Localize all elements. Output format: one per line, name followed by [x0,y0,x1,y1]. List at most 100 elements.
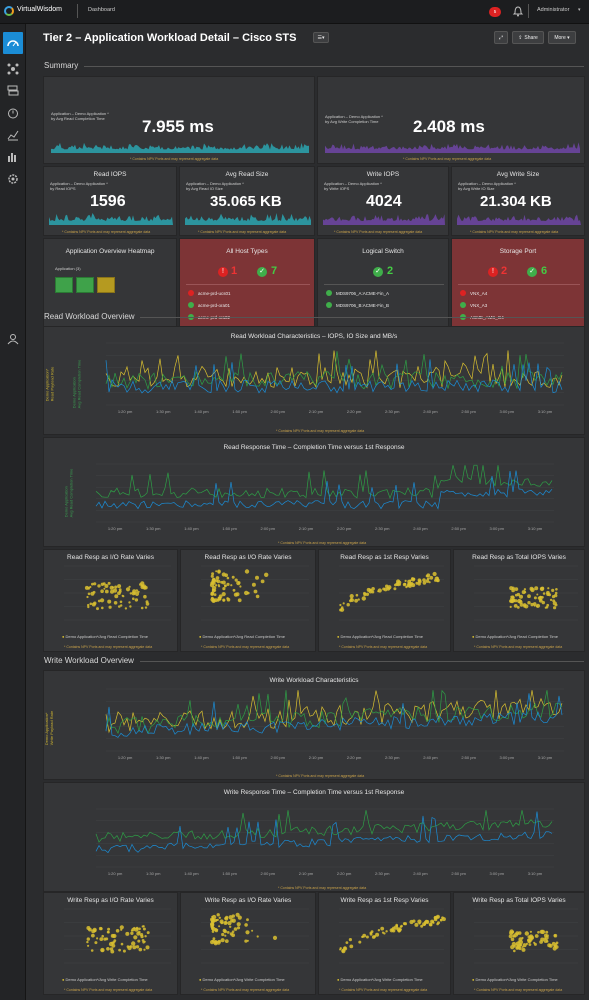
scatter-point [385,930,388,933]
scatter-point [554,943,558,946]
legend-label: Demo Application*/Avg Read Completion Ti… [202,634,285,639]
alarm-icon[interactable] [4,104,22,122]
scatter-point [220,921,224,925]
user-menu[interactable]: Administrator [537,7,570,13]
scatter-point [540,929,546,935]
scatter-point [264,572,269,577]
heatmap-cell[interactable] [97,277,115,293]
x-tick-label: 2:10 pm [309,409,324,414]
legend-label: Demo Application*/Avg Write Completion T… [340,977,423,982]
chevron-down-icon[interactable]: ▾ [578,7,581,13]
heatmap-cell[interactable] [55,277,73,293]
read-characteristics-chart[interactable]: Read Workload Characteristics – IOPS, IO… [43,326,585,435]
list-item[interactable]: MDS9706_A:ACME-Fin_A [326,290,389,296]
chart-title: Write Resp as 1st Resp Varies [340,897,429,904]
read-iops-tile[interactable]: Read IOPS Application – Demo Application… [43,166,177,236]
scatter-point [429,575,434,580]
scatter-point [361,596,366,601]
scatter-point [349,944,354,949]
legend[interactable]: ● Demo Application*/Avg Read Completion … [337,634,423,639]
scatter-point [134,598,139,602]
multi-series-plot: 1:20 pm 1:30 pm 1:40 pm 1:50 pm 2:00 pm 2:10 … [105,342,564,414]
bell-icon[interactable] [512,5,524,17]
scatter-panel[interactable]: Read Resp as I/O Rate Varies ● Demo Appli… [180,549,316,652]
nav-dashboard[interactable]: Dashboard [88,7,115,13]
heatmap-cell[interactable] [76,277,94,293]
line-chart-icon[interactable] [4,126,22,144]
scatter-point [514,587,519,591]
scatter-point [120,942,124,946]
x-tick-label: 2:30 pm [385,755,400,760]
avg-read-size-tile[interactable]: Avg Read Size Application – Demo Applica… [179,166,315,236]
good-count: 2 [387,265,394,277]
settings-gear-icon[interactable] [4,170,22,188]
tile-label: Application – Demo Application * by Avg … [458,181,516,191]
storage-tile[interactable]: Storage Port ! 2 ✓ 6 VNX_A4VNX_A3ACME_AM… [451,238,585,328]
gauge-icon[interactable] [3,32,23,54]
list-item-label: VNX_A4 [470,290,488,296]
scatter-point [537,931,540,934]
scatter-point [233,927,238,931]
layers-icon[interactable] [4,82,22,100]
network-icon[interactable] [4,60,22,78]
scatter-panel[interactable]: Write Resp as 1st Resp Varies ● Demo Appl… [318,892,451,995]
share-icon: ⇪ [518,34,523,41]
write-completion-tile[interactable]: Application – Demo Application * by Avg … [317,76,585,164]
list-item[interactable]: VNX_A3 [460,302,487,308]
heatmap-label: Application (3) [55,266,81,271]
scatter-point [436,576,439,579]
read-completion-tile[interactable]: Application – Demo Application * by Avg … [43,76,315,164]
switch-tile[interactable]: Logical Switch ✓ 2 MDS9706_A:ACME-Fin_A M… [317,238,449,328]
x-tick-label: 2:00 pm [271,409,286,414]
footnote: * Contains NPV Ports and may represent a… [62,230,151,234]
avg-write-size-tile[interactable]: Avg Write Size Application – Demo Applic… [451,166,585,236]
write-response-chart[interactable]: Write Response Time – Completion Time ve… [43,782,585,892]
report-icon[interactable] [4,148,22,166]
scatter-point [377,929,381,932]
scatter-panel[interactable]: Read Resp as I/O Rate Varies ● Demo Appli… [43,549,178,652]
list-item[interactable]: MDS9706_B:ACME-Fin_B [326,302,389,308]
scatter-point [215,576,220,580]
more-button[interactable]: More ▾ [548,31,576,44]
legend[interactable]: ● Demo Application*/Avg Read Completion … [199,634,285,639]
scatter-point [232,588,236,592]
scatter-point [441,916,444,920]
legend[interactable]: ● Demo Application*/Avg Write Completion… [199,977,285,982]
legend[interactable]: ● Demo Application*/Avg Write Completion… [472,977,558,982]
list-menu-button[interactable]: ☰▾ [313,32,329,43]
read-response-chart[interactable]: Read Response Time – Completion Time ver… [43,437,585,547]
share-button[interactable]: ⇪ Share [512,31,544,44]
user-icon[interactable] [4,330,22,348]
legend[interactable]: ● Demo Application*/Avg Write Completion… [62,977,148,982]
legend[interactable]: ● Demo Application*/Avg Read Completion … [62,634,148,639]
legend[interactable]: ● Demo Application*/Avg Read Completion … [472,634,558,639]
scatter-point [220,938,225,943]
scatter-panel[interactable]: Write Resp as I/O Rate Varies ● Demo Appl… [43,892,178,995]
fullscreen-button[interactable]: ⤢ [494,31,508,44]
list-item[interactable]: acme-prd-ora01 [188,302,230,308]
scatter-point [402,582,407,587]
legend[interactable]: ● Demo Application*/Avg Write Completion… [337,977,423,982]
scatter-panel[interactable]: Write Resp as I/O Rate Varies ● Demo Appl… [180,892,316,995]
list-item[interactable]: acme-prd-ucs01 [188,290,231,296]
chart-title: Read Resp as I/O Rate Varies [204,554,292,561]
scatter-panel[interactable]: Read Resp as 1st Resp Varies ● Demo Appli… [318,549,451,652]
x-tick-label: 1:30 pm [156,409,171,414]
summary-heading: Summary [44,61,79,70]
write-characteristics-chart[interactable]: Write Workload Characteristics Demo Appl… [43,670,585,780]
scatter-panel[interactable]: Write Resp as Total IOPS Varies ● Demo Ap… [453,892,585,995]
scatter-panel[interactable]: Read Resp as Total IOPS Varies ● Demo App… [453,549,585,652]
write-iops-tile[interactable]: Write IOPS Application – Demo Applicatio… [317,166,449,236]
scatter-point [517,598,522,604]
scatter-point [89,602,93,606]
hosts-tile[interactable]: All Host Types ! 1 ✓ 7 acme-prd-ucs01 acm… [179,238,315,328]
alert-badge[interactable]: 5 [489,7,501,17]
list-item[interactable]: VNX_A4 [460,290,487,296]
scatter-point [92,927,97,932]
scatter-point [521,947,526,952]
scatter-point [425,574,429,578]
heatmap-tile[interactable]: Application Overview Heatmap Application… [43,238,177,328]
scatter-point [358,940,362,944]
scatter-point [132,945,137,950]
scatter-point [380,926,385,931]
